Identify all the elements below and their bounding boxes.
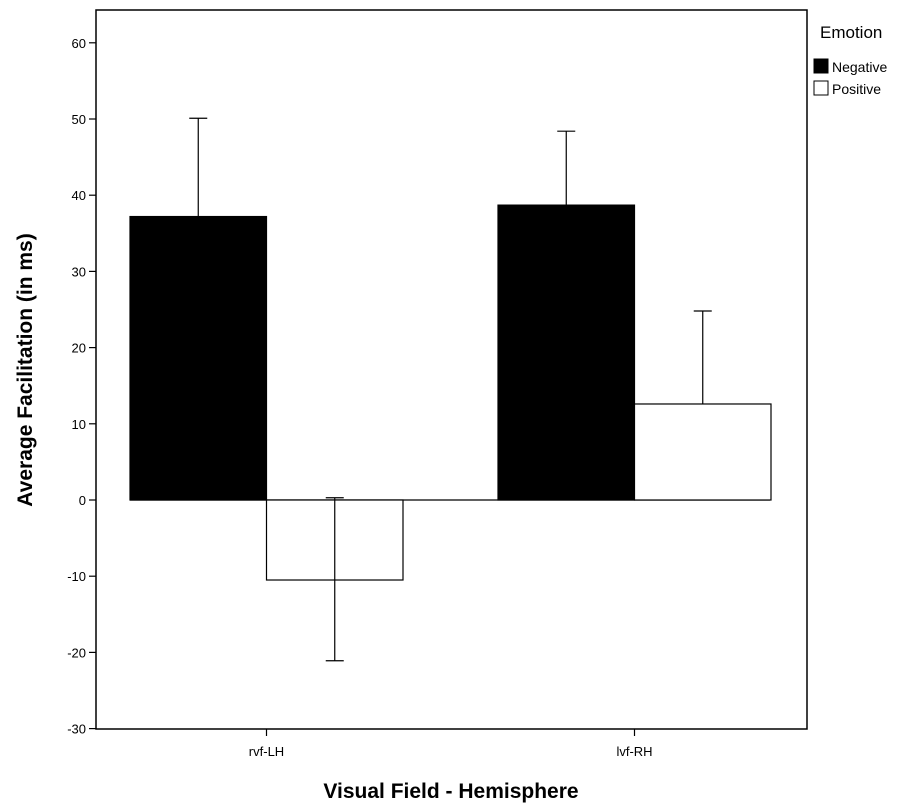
error-bars <box>189 117 712 662</box>
legend-swatch-negative <box>813 58 829 74</box>
bar-negative-rvf-lh <box>129 215 268 501</box>
y-tick-label: -10 <box>67 569 86 584</box>
legend-label-negative: Negative <box>832 59 887 75</box>
x-axis: rvf-LH lvf-RH <box>249 729 653 759</box>
legend-swatch-positive <box>813 80 829 96</box>
y-tick-label: 30 <box>72 264 86 279</box>
y-tick-label: 40 <box>72 188 86 203</box>
plot-frame <box>95 9 808 730</box>
y-tick-label: -30 <box>67 722 86 737</box>
y-tick-label: 60 <box>72 36 86 51</box>
bars <box>129 204 772 581</box>
legend: Emotion Negative Positive <box>813 23 887 97</box>
legend-label-positive: Positive <box>832 81 881 97</box>
bar-positive-lvf-rh <box>633 403 772 501</box>
legend-title: Emotion <box>820 23 882 42</box>
y-tick-label: 50 <box>72 112 86 127</box>
y-tick-label: -20 <box>67 645 86 660</box>
y-tick-label: 10 <box>72 417 86 432</box>
y-axis: -30 -20 -10 0 10 20 30 40 50 60 <box>67 36 96 737</box>
x-tick-label: rvf-LH <box>249 744 284 759</box>
x-tick-label: lvf-RH <box>616 744 652 759</box>
bar-negative-lvf-rh <box>497 204 636 501</box>
y-axis-title: Average Facilitation (in ms) <box>14 233 37 506</box>
y-tick-label: 0 <box>79 493 86 508</box>
x-axis-title: Visual Field - Hemisphere <box>323 780 578 803</box>
y-tick-label: 20 <box>72 341 86 356</box>
